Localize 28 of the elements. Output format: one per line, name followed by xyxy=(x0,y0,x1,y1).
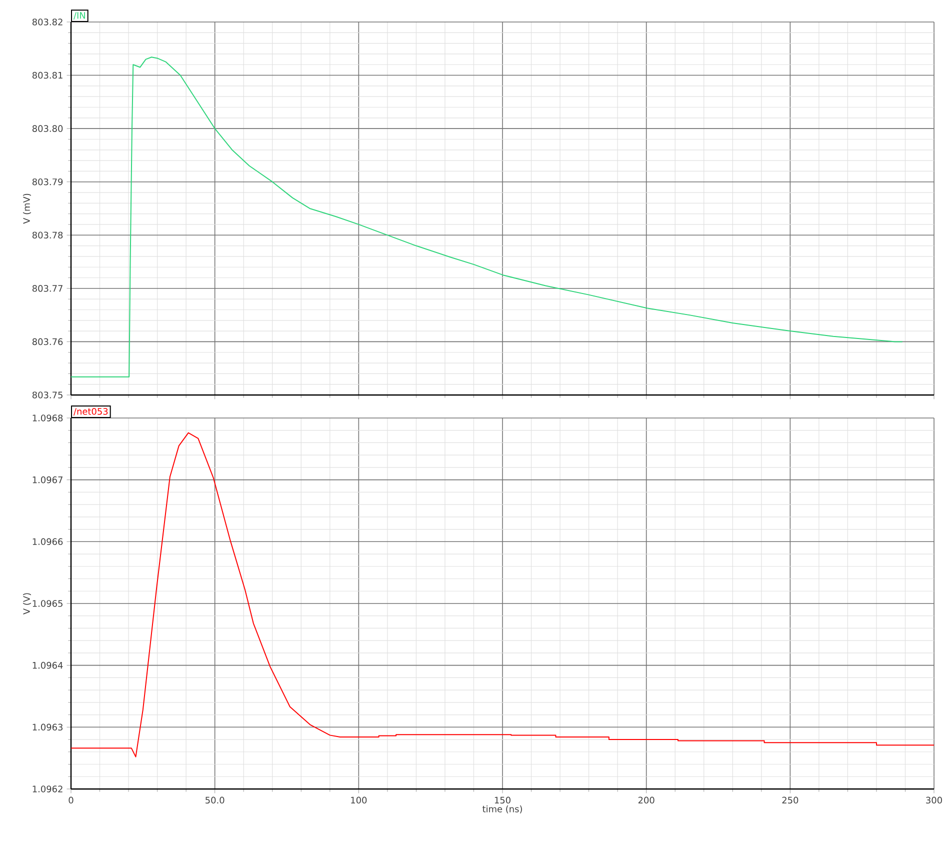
x-tick-label: 100 xyxy=(351,796,367,804)
y-tick-label: 803.76 xyxy=(32,338,63,346)
x-axis-title: time (ns) xyxy=(482,805,522,814)
y-tick-label: 803.77 xyxy=(32,285,62,292)
x-tick-label: 250 xyxy=(782,796,798,804)
y-tick-label: 803.82 xyxy=(32,18,62,26)
y-tick-label: 1.0963 xyxy=(32,724,63,731)
text: /IN xyxy=(74,12,85,20)
y-tick-label: 803.79 xyxy=(32,178,63,186)
text: /net053 xyxy=(74,408,108,416)
x-tick-label: 50.0 xyxy=(206,796,224,804)
y-axis-title: V (V) xyxy=(23,593,32,614)
x-tick-label: 0 xyxy=(68,796,74,804)
y-axis-title: V (mV) xyxy=(23,194,32,224)
y-tick-label: 803.80 xyxy=(32,125,63,132)
y-tick-label: 1.0962 xyxy=(32,786,62,792)
y-tick-label: 1.0966 xyxy=(32,538,63,546)
x-tick-label: 200 xyxy=(638,796,654,804)
y-tick-label: 803.75 xyxy=(32,392,62,398)
y-tick-label: 803.81 xyxy=(32,72,62,79)
x-tick-label: 300 xyxy=(926,796,942,804)
y-tick-label: 1.0965 xyxy=(32,600,62,607)
x-tick-label: 150 xyxy=(494,796,510,804)
y-tick-label: 803.78 xyxy=(32,232,63,239)
y-tick-label: 1.0968 xyxy=(32,414,63,422)
line-series xyxy=(71,432,934,758)
y-tick-label: 1.0964 xyxy=(32,662,63,669)
y-tick-label: 1.0967 xyxy=(32,476,62,484)
